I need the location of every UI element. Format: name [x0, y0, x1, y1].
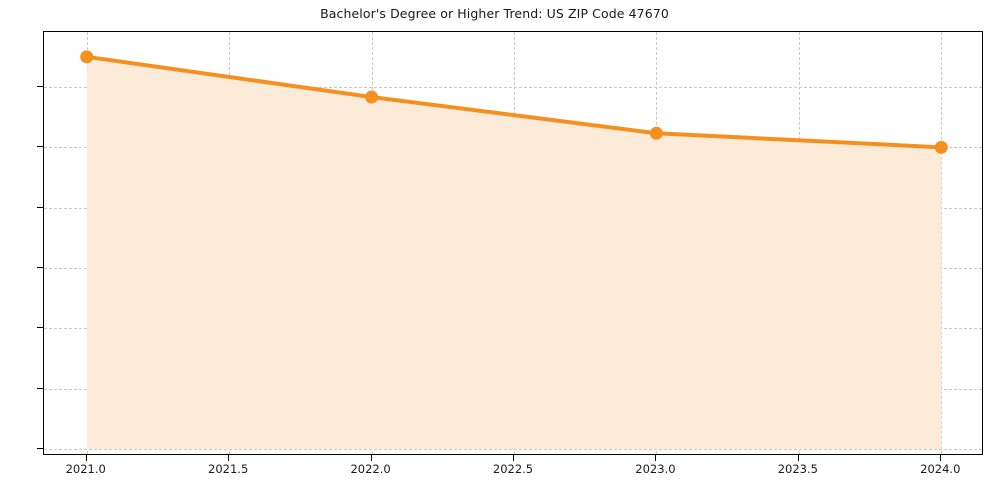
gridline-horizontal: [44, 87, 982, 88]
data-point-marker: [649, 126, 663, 140]
plot-area: [43, 31, 983, 455]
x-axis-tick-mark: [655, 455, 657, 461]
data-point-marker: [80, 50, 94, 64]
y-axis-tick-mark: [37, 267, 43, 268]
gridline-vertical: [941, 32, 943, 454]
data-point-markers: [80, 50, 948, 154]
trend-line: [84, 54, 944, 150]
x-axis-tick-label: 2021.5: [208, 462, 249, 476]
x-axis-tick-mark: [940, 455, 942, 461]
chart-title: Bachelor's Degree or Higher Trend: US ZI…: [320, 6, 669, 21]
x-axis-tick-mark: [513, 455, 514, 461]
x-axis-tick-label: 2021.0: [65, 462, 106, 476]
x-axis-tick-label: 2024.0: [920, 462, 961, 476]
x-axis-tick-label: 2023.5: [777, 462, 818, 476]
x-axis-tick-mark: [797, 455, 799, 461]
gridline-horizontal: [44, 449, 982, 450]
area-fill: [86, 56, 942, 449]
x-axis-tick-mark: [228, 455, 230, 461]
y-axis-tick-mark: [37, 206, 43, 208]
x-axis-tick-label: 2022.0: [350, 462, 391, 476]
data-point-marker: [365, 90, 379, 104]
y-axis-tick-mark: [37, 327, 43, 329]
y-axis-tick-mark: [37, 387, 43, 389]
data-point-marker: [934, 140, 948, 154]
x-axis-tick-label: 2023.0: [635, 462, 676, 476]
x-axis-tick-mark: [370, 455, 372, 461]
y-axis-tick-mark: [37, 146, 43, 148]
y-axis-tick-mark: [37, 448, 43, 449]
x-axis-tick-mark: [85, 455, 87, 461]
x-axis-tick-label: 2022.5: [492, 462, 534, 476]
y-axis-tick-mark: [37, 86, 43, 87]
series-area-line: [80, 50, 948, 449]
